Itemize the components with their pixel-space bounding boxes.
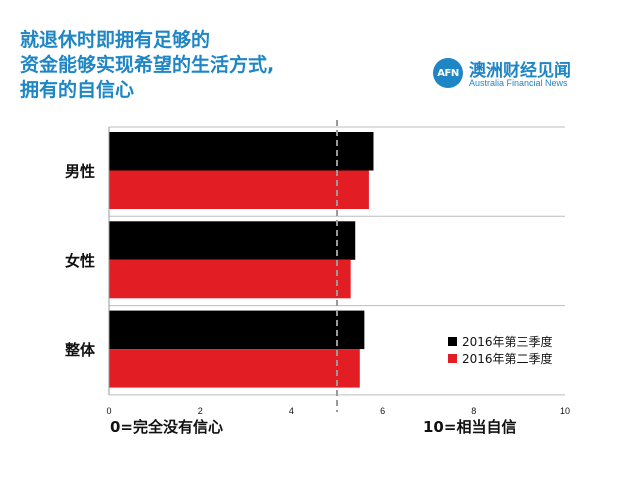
category-label: 女性 xyxy=(65,252,95,270)
x-tick-label: 6 xyxy=(380,406,385,416)
chart-title: 就退休时即拥有足够的 资金能够实现希望的生活方式, 拥有的自信心 xyxy=(20,28,380,103)
x-tick-label: 10 xyxy=(560,406,570,416)
bar-q3 xyxy=(109,132,374,171)
x-tick-label: 8 xyxy=(471,406,476,416)
legend-swatch xyxy=(448,354,457,363)
legend-label: 2016年第三季度 xyxy=(462,334,553,349)
bar-q3 xyxy=(109,310,365,350)
x-tick-label: 4 xyxy=(289,406,294,416)
bar-q3 xyxy=(109,221,356,260)
brand-name: 澳洲财经见闻 xyxy=(469,61,571,81)
legend-swatch xyxy=(448,337,457,346)
afn-logo-icon: AFN xyxy=(433,58,463,88)
brand-subtitle: Australia Financial News xyxy=(469,78,568,88)
scale-caption-low: 0=完全没有信心 xyxy=(110,418,224,436)
bar-q2 xyxy=(109,259,351,299)
title-line-3: 拥有的自信心 xyxy=(20,79,135,101)
title-line-1: 就退休时即拥有足够的 xyxy=(20,29,211,51)
title-line-2: 资金能够实现希望的生活方式, xyxy=(20,54,275,76)
bar-q2 xyxy=(109,349,360,388)
scale-caption-high: 10=相当自信 xyxy=(423,418,517,436)
bar-q2 xyxy=(109,170,369,209)
legend-label: 2016年第二季度 xyxy=(462,351,553,366)
category-label: 整体 xyxy=(65,341,96,359)
x-tick-label: 0 xyxy=(106,406,111,416)
category-label: 男性 xyxy=(65,163,95,181)
x-tick-label: 2 xyxy=(198,406,203,416)
